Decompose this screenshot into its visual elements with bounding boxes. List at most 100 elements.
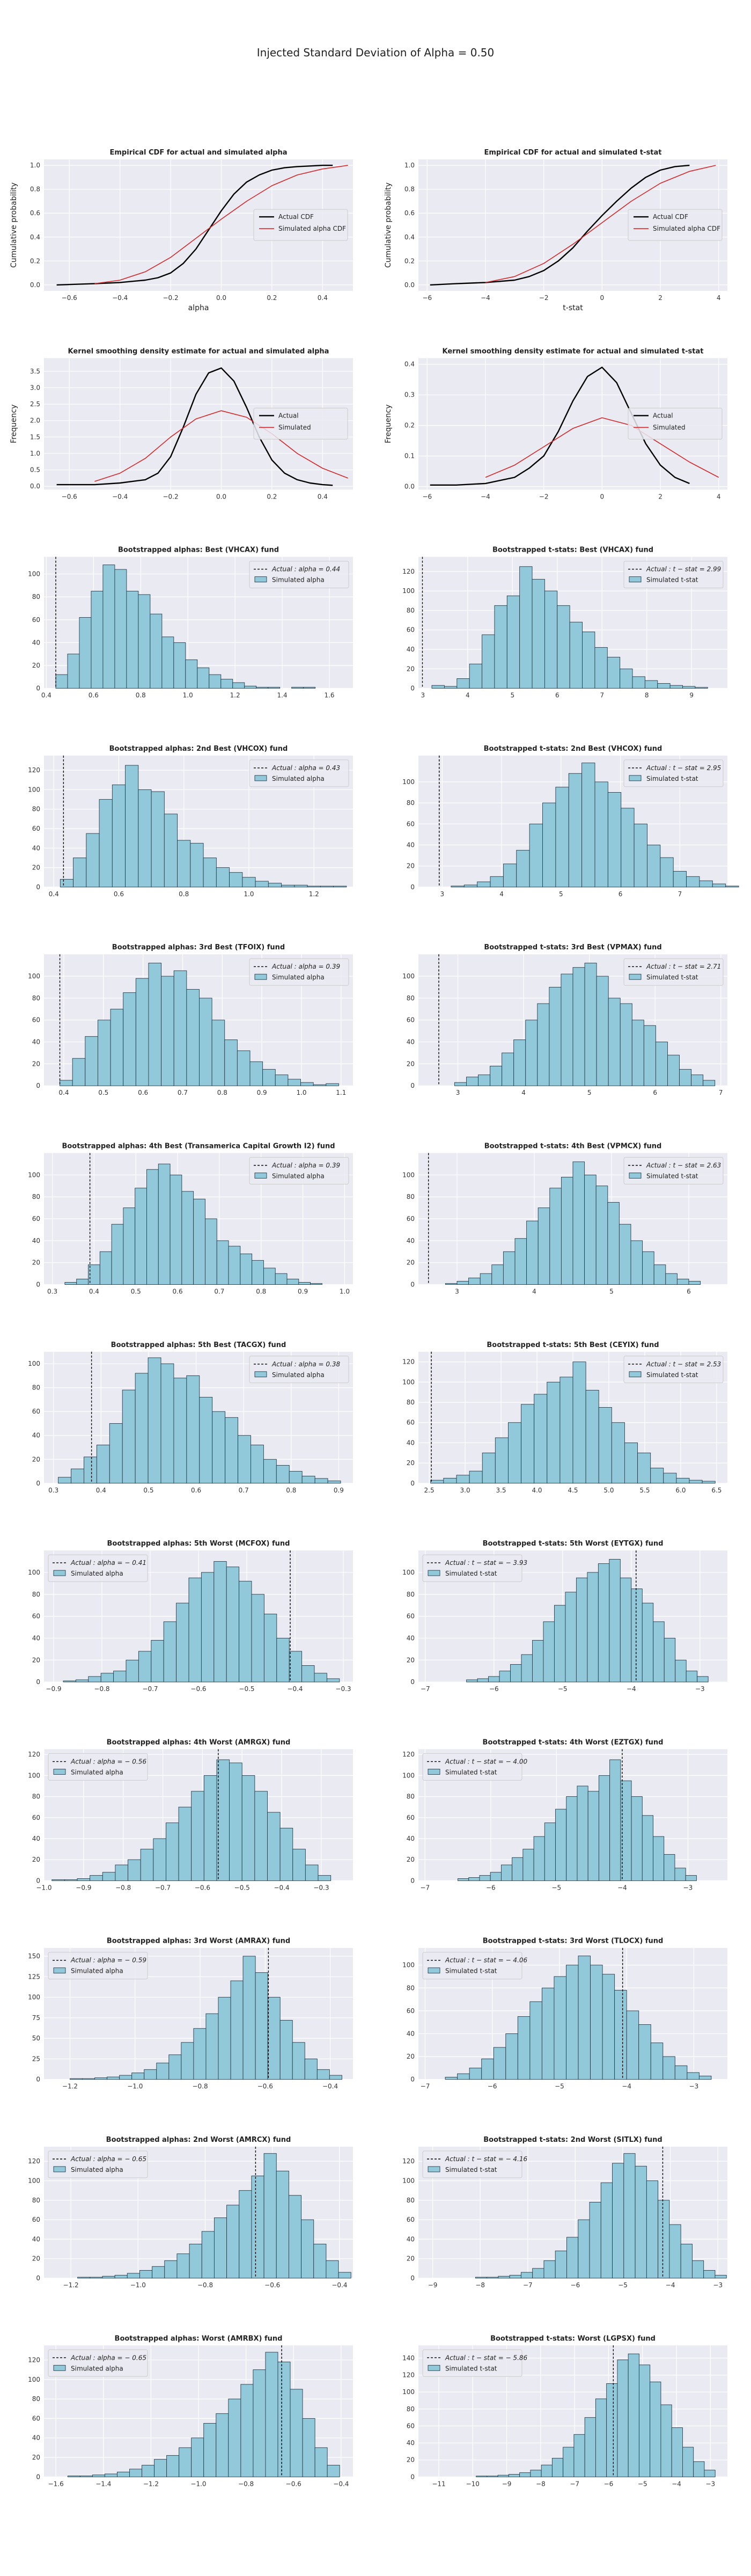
y-tick-label: 20 xyxy=(32,2454,40,2461)
chart-title: Bootstrapped alphas: 2nd Best (VHCOX) fu… xyxy=(109,745,288,753)
histogram-bar xyxy=(697,1676,709,1682)
y-tick-label: 80 xyxy=(407,1591,415,1598)
y-tick-label: 100 xyxy=(28,570,40,578)
legend-swatch-hist xyxy=(629,1173,642,1179)
legend-box xyxy=(249,1356,349,1384)
histogram-bar xyxy=(466,1679,478,1682)
histogram-bar xyxy=(594,781,608,888)
chart-panel-14: −0.9 −0.8 −0.7 −0.6 −0.5 −0.4 −0.3 0 20 40 60 80 100… xyxy=(28,1540,353,1693)
chart-title: Bootstrapped t-stats: 4th Best (VPMCX) f… xyxy=(484,1143,662,1151)
y-tick-label: 120 xyxy=(402,1751,415,1758)
histogram-bar xyxy=(310,1283,322,1285)
y-tick-label: 60 xyxy=(407,2007,415,2015)
legend: Actual : t − stat = 2.95 Simulated t-stat xyxy=(623,759,724,787)
legend-label-actual: Actual : t − stat = − 3.93 xyxy=(445,1559,527,1567)
histogram-bar xyxy=(480,1273,492,1285)
y-tick-label: 80 xyxy=(407,2197,415,2204)
histogram-bar xyxy=(542,802,556,888)
histogram-bar xyxy=(451,885,465,888)
y-tick-label: 0 xyxy=(36,2274,40,2282)
x-tick-label: −8 xyxy=(536,2480,546,2487)
histogram-bar xyxy=(620,668,633,689)
histogram-bar xyxy=(314,1673,327,1682)
histogram-bar xyxy=(644,680,658,689)
x-tick-label: −0.3 xyxy=(313,1884,329,1891)
y-tick-label: 1.5 xyxy=(30,433,40,441)
histogram-bar xyxy=(226,1567,240,1682)
x-tick-label: 0.9 xyxy=(298,1288,308,1296)
x-tick-label: 3 xyxy=(456,1089,460,1096)
x-tick-label: 0.3 xyxy=(48,1487,58,1494)
chart-title: Kernel smoothing density estimate for ac… xyxy=(68,347,329,355)
x-tick-label: −11 xyxy=(432,2480,445,2487)
histogram-bar xyxy=(228,2398,241,2477)
histogram-bar xyxy=(301,1475,315,1484)
x-tick-label: 0.2 xyxy=(267,294,277,302)
x-tick-label: −0.4 xyxy=(274,1884,290,1891)
x-tick-label: −6 xyxy=(488,2083,497,2090)
histogram-bar xyxy=(516,850,530,888)
y-tick-label: 0.0 xyxy=(30,281,40,289)
y-tick-label: 40 xyxy=(407,2235,415,2243)
x-tick-label: −1.6 xyxy=(48,2480,64,2487)
y-tick-label: 20 xyxy=(407,1060,415,1067)
histogram-bar xyxy=(561,1176,573,1285)
histogram-bar xyxy=(631,1020,644,1086)
y-tick-label: 40 xyxy=(407,1634,415,1642)
x-tick-label: −4 xyxy=(481,493,490,500)
x-tick-label: −0.5 xyxy=(234,1884,250,1891)
x-tick-label: −0.2 xyxy=(163,493,178,500)
x-tick-label: −10 xyxy=(466,2480,480,2487)
x-tick-label: −1.4 xyxy=(95,2480,111,2487)
y-tick-label: 0 xyxy=(36,1678,40,1686)
histogram-bar xyxy=(476,2476,488,2477)
histogram-bar xyxy=(85,1036,98,1086)
y-tick-label: 60 xyxy=(32,1408,40,1415)
y-tick-label: 20 xyxy=(32,864,40,872)
histogram-bar xyxy=(240,2384,254,2477)
histogram-bar xyxy=(263,1614,277,1682)
histogram-bar xyxy=(532,579,545,689)
x-tick-label: −1.0 xyxy=(127,2083,143,2090)
histogram-bar xyxy=(565,1592,577,1682)
x-tick-label: −0.6 xyxy=(62,294,77,302)
legend: Actual : alpha = 0.44 Simulated alpha xyxy=(249,561,349,589)
legend-box xyxy=(249,759,349,787)
histogram-bar xyxy=(454,1082,467,1086)
histogram-bar xyxy=(630,1240,643,1285)
histogram-bar xyxy=(660,2404,672,2477)
legend: Actual : alpha = − 0.65 Simulated alpha xyxy=(48,2150,148,2178)
y-tick-label: 40 xyxy=(32,2434,40,2442)
histogram-bar xyxy=(490,876,504,888)
histogram-bar xyxy=(676,1477,690,1484)
x-tick-label: 5 xyxy=(510,692,514,699)
histogram-bar xyxy=(115,1864,129,1881)
histogram-bar xyxy=(587,1791,599,1881)
histogram-bar xyxy=(135,978,149,1086)
histogram-bar xyxy=(327,2465,340,2477)
legend-label-actual: Actual : t − stat = 2.63 xyxy=(646,1162,721,1169)
x-tick-label: 6 xyxy=(555,692,559,699)
histogram-bar xyxy=(161,976,174,1086)
series-line-1 xyxy=(485,417,719,478)
x-tick-label: −0.7 xyxy=(142,1685,158,1693)
histogram-bar xyxy=(637,1452,651,1484)
y-tick-label: 0.6 xyxy=(30,209,40,217)
histogram-bar xyxy=(135,1188,147,1285)
y-tick-label: 0 xyxy=(410,1281,415,1289)
histogram-bar xyxy=(123,1208,136,1285)
x-tick-label: 2 xyxy=(658,493,662,500)
histogram-bar xyxy=(543,1621,555,1682)
legend-box xyxy=(422,1952,522,1980)
histogram-bar xyxy=(303,687,316,689)
histogram-bar xyxy=(521,1404,535,1484)
histogram-bar xyxy=(517,2016,531,2080)
histogram-bar xyxy=(71,1468,84,1484)
x-tick-label: 1.0 xyxy=(244,890,254,898)
y-tick-label: 20 xyxy=(32,1259,40,1267)
legend-label: Actual xyxy=(278,412,299,419)
legend-label-actual: Actual : t − stat = − 4.16 xyxy=(445,2155,528,2163)
histogram-bar xyxy=(499,1671,511,1682)
x-tick-label: −0.6 xyxy=(286,2480,301,2487)
histogram-bar xyxy=(117,2471,130,2477)
